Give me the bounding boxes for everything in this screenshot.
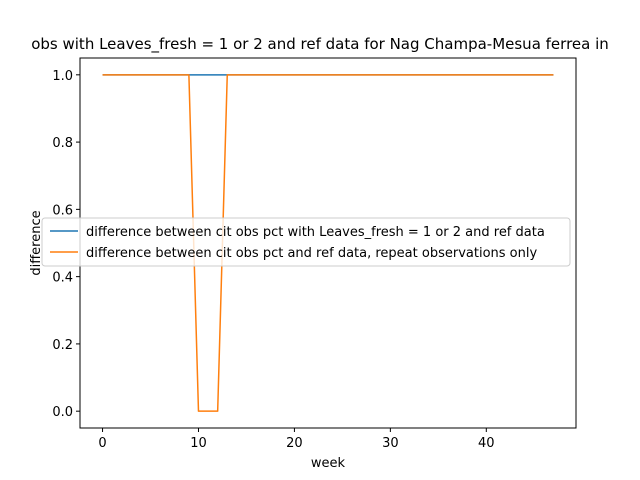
- x-axis-label: week: [311, 456, 346, 471]
- axis-ticks: 0 10 20 30 40 0.0 0.2 0.4 0.6 0.8 1.0: [52, 69, 494, 451]
- x-tick-label: 20: [286, 436, 303, 451]
- x-tick-label: 0: [98, 436, 106, 451]
- y-tick-label: 0.4: [52, 271, 73, 286]
- y-tick-label: 1.0: [52, 69, 73, 84]
- y-tick-label: 0.0: [52, 405, 73, 420]
- legend-label-series-2: difference between cit obs pct and ref d…: [86, 246, 537, 261]
- legend-frame: [41, 217, 571, 267]
- x-tick-label: 30: [382, 436, 399, 451]
- legend: difference between cit obs pct with Leav…: [41, 217, 571, 267]
- chart-title: obs with Leaves_fresh = 1 or 2 and ref d…: [31, 35, 609, 54]
- y-tick-label: 0.2: [52, 338, 73, 353]
- y-tick-label: 0.6: [52, 203, 73, 218]
- x-tick-label: 40: [478, 436, 495, 451]
- series-line-2: [102, 74, 554, 412]
- y-tick-label: 0.8: [52, 136, 73, 151]
- legend-label-series-1: difference between cit obs pct with Leav…: [86, 225, 545, 240]
- x-tick-label: 10: [190, 436, 207, 451]
- y-axis-label: difference: [29, 210, 44, 275]
- plot-lines: [102, 74, 554, 412]
